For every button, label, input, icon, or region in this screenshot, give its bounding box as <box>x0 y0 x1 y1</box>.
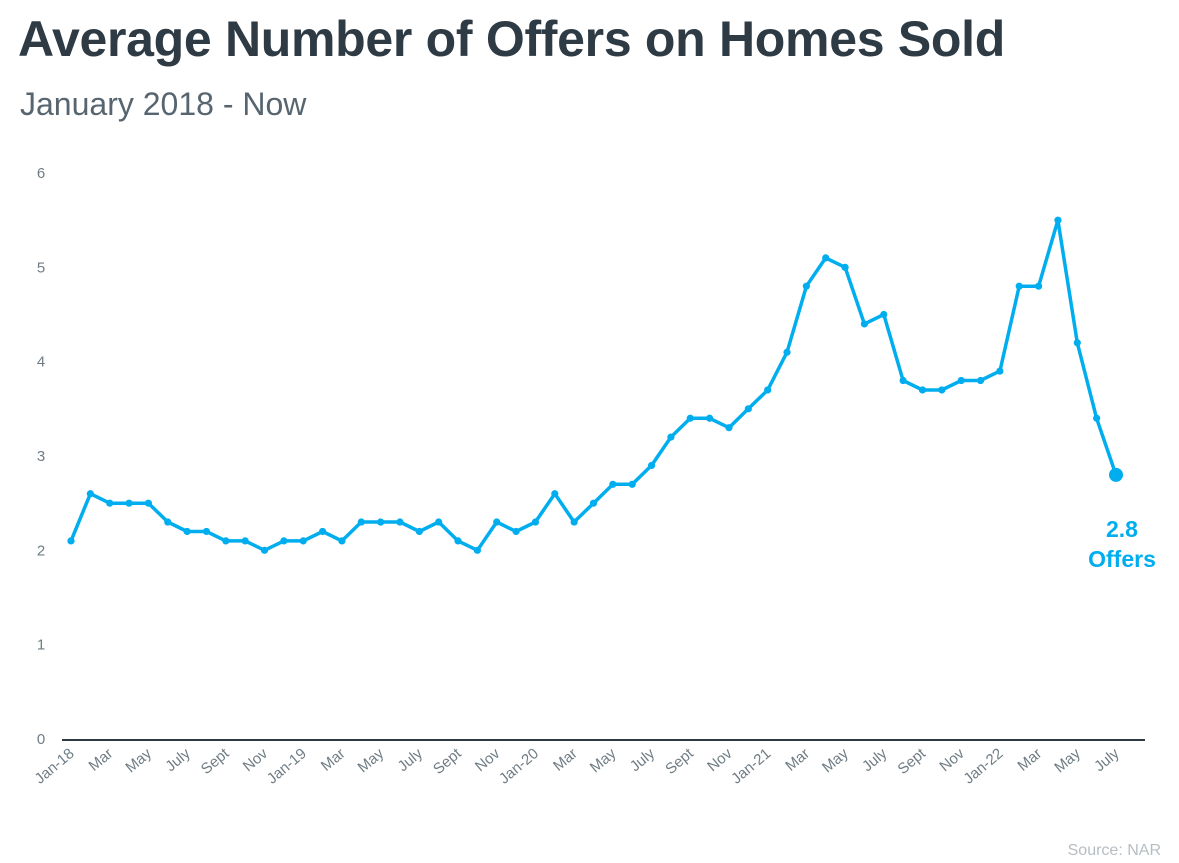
data-point <box>222 537 230 545</box>
data-point <box>628 480 636 488</box>
data-point <box>744 405 752 413</box>
data-point <box>144 499 153 507</box>
data-point <box>996 367 1004 375</box>
x-tick-label: Nov <box>240 745 272 775</box>
y-tick-label: 6 <box>37 165 45 182</box>
data-point <box>164 518 172 526</box>
x-tick-label: Nov <box>704 745 736 775</box>
data-point <box>551 490 559 498</box>
data-point <box>531 518 540 526</box>
data-point <box>67 537 75 545</box>
source-note: Source: NAR <box>1067 842 1161 859</box>
x-tick-label: July <box>859 745 891 775</box>
data-point <box>938 386 946 394</box>
x-tick-label: Jan-21 <box>728 745 774 788</box>
data-point <box>1073 339 1081 347</box>
data-point <box>396 518 404 526</box>
x-tick-label: May <box>587 745 620 777</box>
data-point <box>647 461 656 470</box>
data-point <box>415 527 423 536</box>
data-point <box>783 348 791 356</box>
x-tick-label: July <box>627 745 659 775</box>
data-point <box>260 546 269 554</box>
x-tick-label: Mar <box>1014 745 1045 775</box>
data-point <box>299 537 307 545</box>
data-point <box>493 518 501 526</box>
y-tick-label: 1 <box>37 637 45 654</box>
data-point <box>570 518 578 526</box>
data-point <box>802 282 810 290</box>
y-tick-label: 0 <box>37 731 45 748</box>
data-point <box>106 499 114 507</box>
data-point <box>125 499 133 507</box>
chart-title: Average Number of Offers on Homes Sold <box>18 11 1005 67</box>
data-point <box>1015 282 1023 290</box>
x-tick-label: Nov <box>472 745 504 775</box>
x-tick-label: May <box>1051 745 1084 777</box>
data-point <box>1034 282 1043 290</box>
data-point <box>377 518 385 526</box>
x-tick-label: Jan-18 <box>32 745 78 788</box>
data-point <box>841 263 849 271</box>
x-tick-label: July <box>395 745 427 775</box>
x-tick-label: May <box>819 745 852 777</box>
x-tick-label: Jan-22 <box>960 745 1006 788</box>
x-tick-label: Mar <box>782 745 813 775</box>
data-point <box>318 527 327 536</box>
x-tick-label: Sept <box>662 745 697 778</box>
final-data-point <box>1109 467 1123 482</box>
data-point <box>589 499 598 507</box>
x-tick-label: July <box>162 745 194 775</box>
data-point <box>241 537 249 545</box>
data-point <box>512 527 520 536</box>
data-point <box>860 320 869 328</box>
data-point <box>686 414 694 422</box>
x-tick-label: Mar <box>318 745 349 775</box>
x-tick-label: July <box>1091 745 1123 775</box>
data-point <box>957 376 965 385</box>
y-tick-label: 5 <box>37 259 45 276</box>
data-point <box>764 386 772 394</box>
data-point <box>454 537 462 545</box>
data-point <box>880 310 888 319</box>
x-tick-label: Nov <box>936 745 968 775</box>
callout-label: 2.8 <box>1106 516 1138 542</box>
chart-subtitle: January 2018 - Now <box>20 86 307 122</box>
data-point <box>725 424 733 432</box>
data-point <box>667 433 675 441</box>
data-point <box>86 490 94 498</box>
data-point <box>706 414 714 422</box>
x-tick-label: Mar <box>86 745 117 775</box>
data-point <box>899 376 907 385</box>
data-point <box>202 527 211 536</box>
data-point <box>822 254 830 262</box>
x-tick-label: Mar <box>550 745 581 775</box>
x-tick-label: Jan-20 <box>496 745 542 788</box>
data-point <box>183 527 191 536</box>
x-tick-label: Jan-19 <box>264 745 310 788</box>
x-tick-label: Sept <box>198 745 233 778</box>
callout-label: Offers <box>1088 546 1156 572</box>
data-point <box>280 537 288 545</box>
data-point <box>918 386 927 394</box>
data-point <box>473 546 481 554</box>
x-tick-label: May <box>122 745 155 777</box>
y-tick-label: 3 <box>37 448 45 465</box>
data-point <box>435 518 443 526</box>
data-point <box>338 537 346 545</box>
y-tick-label: 4 <box>37 354 45 371</box>
data-point <box>1054 216 1062 224</box>
data-point <box>1093 414 1101 422</box>
x-tick-label: Sept <box>430 745 465 778</box>
x-tick-label: May <box>355 745 388 777</box>
y-tick-label: 2 <box>37 542 45 559</box>
x-tick-label: Sept <box>894 745 929 778</box>
data-point <box>976 376 985 385</box>
data-point <box>357 518 365 526</box>
data-point <box>609 480 617 488</box>
